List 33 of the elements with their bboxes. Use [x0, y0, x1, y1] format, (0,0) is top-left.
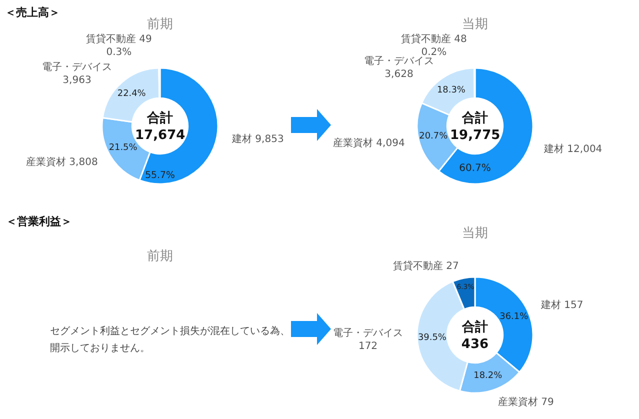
chart-title: 当期 [462, 17, 488, 32]
slice-label: 建材 9,853 [231, 133, 284, 145]
chart-title: 当期 [462, 226, 488, 241]
data-label: 21.5% [108, 143, 138, 154]
text: 前期 [147, 248, 173, 265]
slice-label: 産業資材 79 [498, 396, 554, 408]
data-label: 55.7% [145, 170, 175, 182]
slice-label: 建材 12,004 [543, 143, 602, 155]
text: 合計 17,674 [135, 110, 186, 143]
data-label: 36.1% [500, 312, 529, 322]
data-label: 0.2% [421, 47, 447, 58]
data-label: 20.7% [419, 132, 448, 142]
data-label: 39.5% [418, 333, 447, 343]
slice-label: 産業資材 3,808 [26, 156, 98, 168]
text: ＜営業利益＞ [6, 214, 72, 229]
slice-label: 電子・デバイス 172 [333, 328, 403, 352]
text: セグメント利益とセグメント損失が混在している為、開示しておりません。 [50, 324, 291, 356]
slice-label: 賃貸不動産 27 [393, 260, 459, 272]
slice-label: 賃貸不動産 48 [401, 33, 467, 45]
slice-label: 電子・デバイス 3,963 [42, 62, 112, 86]
text: 合計 436 [461, 319, 489, 352]
slice-label: 産業資材 4,094 [333, 137, 405, 149]
slice-label: 電子・デバイス 3,628 [364, 56, 434, 80]
slice-label: 建材 157 [540, 299, 584, 311]
data-label: 18.2% [474, 371, 503, 382]
data-label: 22.4% [117, 89, 146, 100]
slice-label: 賃貸不動産 49 [86, 33, 152, 45]
data-label: 18.3% [436, 86, 466, 96]
chart-title: 前期 [147, 17, 173, 32]
data-label: 60.7% [459, 163, 491, 174]
text: 合計 19,775 [450, 110, 500, 143]
chart-subtitle: ＜売上高＞ [5, 6, 60, 19]
data-label: 0.3% [106, 47, 132, 58]
